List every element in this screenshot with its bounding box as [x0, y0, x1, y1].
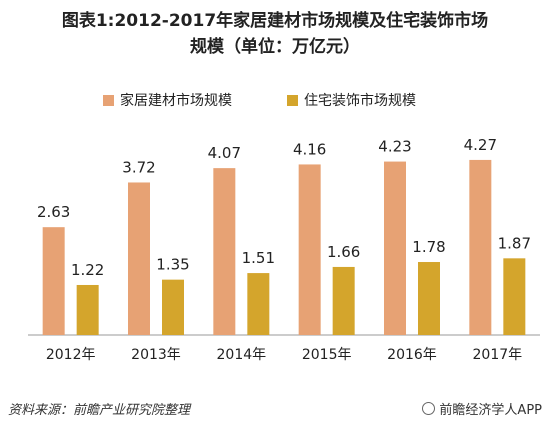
data-label-series-1: 4.16 — [293, 140, 326, 158]
brand-name: 前瞻经济学人APP — [439, 403, 542, 418]
bar-series-1 — [384, 161, 406, 335]
bar-series-2 — [418, 262, 440, 335]
bar-series-1 — [469, 159, 492, 335]
x-tick-label: 2013年 — [131, 347, 181, 363]
legend-label-series-1: 家居建材市场规模 — [120, 93, 232, 109]
data-label-series-1: 3.72 — [122, 158, 155, 176]
source-note: 资料来源：前瞻产业研究院整理 — [8, 403, 191, 418]
data-label-series-1: 4.27 — [464, 136, 497, 154]
data-label-series-2: 1.51 — [242, 249, 275, 267]
footer: 资料来源：前瞻产业研究院整理 前瞻经济学人APP — [8, 396, 542, 420]
legend-label-series-2: 住宅装饰市场规模 — [304, 93, 416, 109]
data-label-series-2: 1.22 — [71, 261, 104, 279]
bar-series-1 — [42, 227, 65, 335]
bar-series-2 — [332, 266, 355, 335]
x-tick-label: 2017年 — [473, 347, 523, 363]
data-label-series-2: 1.35 — [156, 256, 189, 274]
data-label-series-2: 1.78 — [412, 238, 445, 256]
chart-title: 图表1:2012-2017年家居建材市场规模及住宅装饰市场 规模（单位：万亿元） — [0, 8, 550, 60]
data-label-series-2: 1.87 — [498, 234, 531, 252]
data-label-series-1: 4.23 — [378, 138, 411, 156]
brand-logo-icon — [422, 402, 436, 415]
data-label-series-1: 2.63 — [37, 203, 70, 221]
bar-series-2 — [503, 258, 526, 335]
bar-series-2 — [162, 279, 184, 335]
bar-series-1 — [213, 168, 236, 335]
bar-series-2 — [247, 273, 270, 335]
legend-item-series-2: 住宅装饰市场规模 — [287, 90, 416, 110]
data-label-series-1: 4.07 — [208, 144, 241, 162]
bar-series-1 — [128, 182, 150, 335]
legend-swatch-series-1 — [103, 94, 114, 106]
x-tick-label: 2012年 — [46, 347, 96, 363]
chart-title-line-2: 规模（单位：万亿元） — [190, 37, 360, 57]
x-tick-label: 2015年 — [302, 347, 352, 363]
bar-series-1 — [298, 164, 321, 335]
legend-item-series-1: 家居建材市场规模 — [103, 90, 232, 110]
chart-title-line-1: 图表1:2012-2017年家居建材市场规模及住宅装饰市场 — [61, 11, 489, 31]
x-tick-label: 2014年 — [217, 347, 267, 363]
x-tick-label: 2016年 — [387, 347, 437, 363]
bar-series-2 — [76, 284, 99, 335]
brand-credit: 前瞻经济学人APP — [422, 399, 542, 418]
legend-swatch-series-2 — [287, 94, 298, 106]
chart-legend: 家居建材市场规模 住宅装饰市场规模 — [0, 90, 550, 112]
data-label-series-2: 1.66 — [327, 243, 360, 261]
